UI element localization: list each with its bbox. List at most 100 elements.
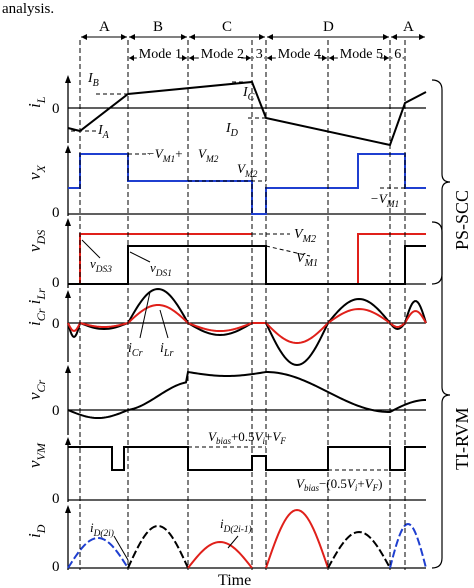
- mode-arrowhead: [129, 55, 134, 61]
- panel-vDS: vDS 0: [25, 218, 426, 291]
- segment-label: A: [403, 19, 414, 35]
- vds1-leader: [129, 251, 151, 263]
- label-id-odd: iD(2i-1): [220, 516, 252, 535]
- vVM-traces: Vbias+0.5Vi+VF Vbias−(0.5Vi+VF): [68, 429, 426, 493]
- id-even-curve: [389, 522, 427, 569]
- segment-arrowhead: [391, 34, 397, 40]
- vX-curve: [68, 153, 426, 215]
- axis-label-iCr: iCr iLr: [25, 288, 48, 326]
- segment-arrowhead: [81, 34, 87, 40]
- panel-vX: vX 0: [25, 145, 426, 221]
- mode-label: Mode 4: [278, 47, 321, 62]
- vds-low-leader: [265, 245, 311, 257]
- mode-label: Mode 5: [340, 47, 383, 62]
- ilr-leader: [159, 309, 169, 339]
- mode-dividers: [79, 40, 406, 570]
- group-braces: PS-SCC TI-RVM: [431, 79, 472, 569]
- mode-label-bg: [253, 46, 265, 62]
- vCr-traces: [67, 370, 427, 420]
- mode-arrowhead: [322, 55, 327, 61]
- mode-label: 3: [256, 47, 263, 62]
- vcr-curve: [67, 370, 427, 420]
- axis-label-vCr: vCr: [25, 379, 48, 400]
- vDS-traces: VM2 VM1 vDS3 vDS1: [68, 227, 426, 285]
- segment-arrowhead: [419, 34, 425, 40]
- mode-label-bg: [136, 46, 180, 62]
- y-axis-arrow: [65, 505, 71, 513]
- y-axis-arrow: [65, 75, 71, 83]
- mode-label: 6: [394, 47, 401, 62]
- id-odd-curve: [187, 540, 253, 569]
- iCr-traces: iCr iLr: [67, 287, 427, 367]
- segment-arrowhead: [181, 34, 187, 40]
- mode-label-bg: [275, 46, 319, 62]
- axis-label-vVM: vVM: [25, 442, 48, 468]
- id-even-leader: [113, 535, 129, 561]
- y-axis-arrow: [65, 365, 71, 373]
- label-vx-low: −VM1: [370, 191, 399, 210]
- axis-label-vX: vX: [25, 164, 48, 180]
- label-vds3: vDS3: [90, 256, 112, 275]
- segment-arrowhead: [383, 34, 389, 40]
- id-even-curve: [127, 524, 189, 569]
- segment-arrowhead: [121, 34, 127, 40]
- label-IA: IA: [97, 123, 110, 141]
- y-axis-arrow: [65, 290, 71, 298]
- id-even-curve: [67, 536, 129, 569]
- label-vds-top: VM2: [294, 227, 316, 245]
- zero-label: 0: [52, 101, 60, 117]
- brace-tirvm: [431, 221, 451, 569]
- iD-traces: iD(2i) iD(2i-1): [67, 508, 427, 569]
- segment-label: D: [323, 19, 334, 35]
- mode-arrowhead: [384, 55, 389, 61]
- y-axis-arrow: [65, 218, 71, 226]
- panel-iD: iD 0: [25, 505, 426, 575]
- ilr-curve: [67, 303, 427, 345]
- label-vds-low: VM1: [296, 251, 318, 269]
- mode-arrowhead: [189, 55, 194, 61]
- label-vx-top2: VM2: [198, 146, 219, 165]
- label-icr: iCr: [128, 341, 143, 359]
- zero-label: 0: [52, 491, 60, 507]
- id-odd-leader: [227, 535, 239, 549]
- iL-curve: [67, 80, 427, 147]
- group-label-psscc: PS-SCC: [452, 190, 472, 250]
- axis-label-iD: iD: [25, 524, 48, 538]
- segment-label: B: [153, 19, 163, 35]
- vds3-leader: [81, 239, 101, 259]
- group-label-tirvm: TI-RVM: [452, 407, 472, 470]
- vds3-curve: [357, 233, 426, 284]
- mode-arrowhead: [267, 55, 272, 61]
- segment-label: C: [222, 19, 232, 35]
- y-axis-arrow: [65, 437, 71, 445]
- zero-label: 0: [52, 403, 60, 419]
- icr-leader: [139, 291, 151, 339]
- segment-arrowhead: [267, 34, 273, 40]
- label-vx-top: −VM1+: [146, 146, 183, 165]
- mode-arrowhead: [182, 55, 187, 61]
- label-ID: ID: [225, 121, 239, 139]
- zero-label: 0: [52, 559, 60, 575]
- vds1-curve: [80, 245, 426, 285]
- label-vvm-high: Vbias+0.5Vi+VF: [208, 429, 286, 446]
- icr-curve: [67, 287, 427, 367]
- segment-arrowhead: [189, 34, 195, 40]
- mode-arrowhead: [246, 55, 251, 61]
- label-vds1: vDS1: [150, 260, 172, 279]
- mode-label: Mode 2: [201, 47, 244, 62]
- zero-label: 0: [52, 205, 60, 221]
- label-vx-mid: VM2: [237, 161, 258, 180]
- label-IB: IB: [87, 71, 99, 89]
- label-vvm-low: Vbias−(0.5Vi+VF): [296, 476, 383, 493]
- axis-label-vDS: vDS: [25, 230, 48, 252]
- segment-arrowhead: [259, 34, 265, 40]
- vvm-curve: [68, 446, 426, 471]
- label-IC: IC: [242, 85, 255, 103]
- mode-arrowhead: [329, 55, 334, 61]
- mode-label-bg: [392, 46, 403, 62]
- mode-label: Mode 1: [139, 47, 182, 62]
- id-even-curve: [327, 530, 391, 569]
- zero-label: 0: [52, 316, 60, 332]
